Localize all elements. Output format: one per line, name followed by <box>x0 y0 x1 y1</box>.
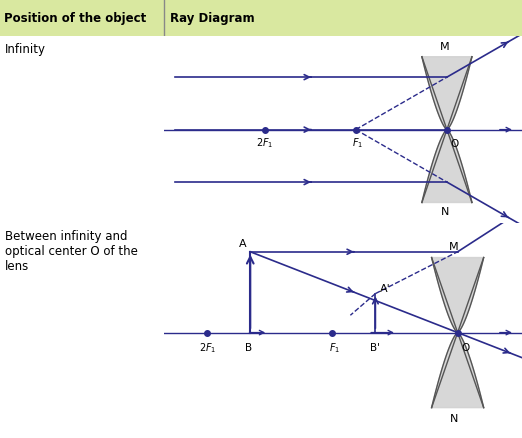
Text: O: O <box>450 138 459 148</box>
Text: Infinity: Infinity <box>5 43 46 56</box>
Text: $2F_1$: $2F_1$ <box>199 340 216 354</box>
Text: B: B <box>245 342 252 352</box>
Text: N: N <box>450 413 458 423</box>
Text: Position of the object: Position of the object <box>4 12 146 25</box>
Text: O: O <box>461 342 470 352</box>
Text: B': B' <box>371 342 381 352</box>
Text: M: M <box>449 241 459 251</box>
Text: A: A <box>239 238 247 248</box>
Polygon shape <box>422 57 472 203</box>
Text: N: N <box>441 207 449 217</box>
Text: A': A' <box>379 283 390 293</box>
Text: $2F_1$: $2F_1$ <box>256 136 273 150</box>
Text: Ray Diagram: Ray Diagram <box>170 12 254 25</box>
Text: $F_1$: $F_1$ <box>329 340 340 354</box>
Text: M: M <box>441 42 450 52</box>
Polygon shape <box>432 258 484 408</box>
Text: Between infinity and
optical center O of the
lens: Between infinity and optical center O of… <box>5 230 138 272</box>
Text: $F_1$: $F_1$ <box>352 136 363 150</box>
